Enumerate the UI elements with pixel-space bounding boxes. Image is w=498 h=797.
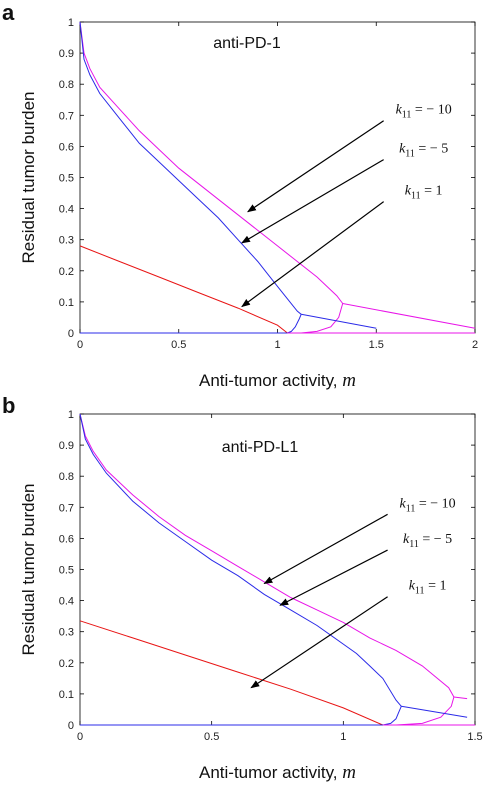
panel-a-annotation-sub: 11 [411,191,421,202]
panel-a-x-axis-title: Anti-tumor activity, m [199,370,356,391]
panel-b-x-axis-title: Anti-tumor activity, m [199,762,356,783]
panel-a-y-tick-label: 0.7 [59,110,74,122]
panel-b-series-line-3 [79,413,402,707]
panel-b-y-tick-label: 0.6 [59,533,74,545]
panel-a-x-axis-title-var: m [342,370,356,391]
panel-b-chart-title: anti-PD-L1 [222,439,299,456]
panel-b-series-line-2 [395,696,455,726]
panel-b-y-tick-label: 0 [68,720,74,732]
panel-a-x-axis-title-text: Anti-tumor activity, [199,371,342,390]
panel-b-x-axis-title-text: Anti-tumor activity, [199,763,342,782]
panel-b-x-tick-label: 0.5 [204,731,219,743]
panel-b-y-tick-label: 0.2 [59,658,74,670]
panel-a-y-tick-label: 0.3 [59,235,74,247]
panel-a-x-tick-label: 1.5 [369,339,384,351]
panel-a-y-tick-label: 0.5 [59,173,74,185]
panel-a-y-tick-label: 0.8 [59,79,74,91]
panel-a-annotation-label-0: k11 = − 10 [396,103,452,121]
panel-b-annotation-rest: = 1 [425,579,447,594]
panel-a-x-tick-label: 0 [77,339,83,351]
panel-b-annotation-var: k [400,496,407,511]
panel-a-series-line-6 [79,245,288,334]
panel-a-annotation-rest: = 1 [421,184,443,199]
panel-a-x-tick-label: 2 [472,339,478,351]
panel-b-x-tick-label: 1.5 [467,731,482,743]
panel-a-series-line-5 [287,314,302,334]
panel-b-y-tick-label: 1 [68,409,74,421]
panel-a-y-tick-label: 0.1 [59,297,74,309]
panel-a-annotation-var: k [396,103,403,118]
panel-b-x-tick-label: 1 [340,731,346,743]
panel-a-annotation-var: k [405,184,412,199]
panel-a-y-tick-label: 0.9 [59,48,74,60]
panel-b-annotation-rest: = − 5 [419,532,452,547]
panel-a-annotation-arrow-1 [241,159,384,244]
panel-a-chart-title: anti-PD-1 [213,35,281,52]
panel-a-y-tick-label: 1 [68,17,74,29]
panel-a-y-axis-title: Residual tumor burden [19,92,38,264]
panel-b-annotation-arrow-0 [263,513,388,585]
panel-b-annotation-label-0: k11 = − 10 [400,496,456,514]
panel-b-annotation-arrow-2 [250,596,388,689]
panel-a-series-line-1 [342,303,476,329]
panel-a-y-tick-label: 0.4 [59,204,74,216]
panel-b-annotation-rest: = − 10 [415,496,455,511]
panel-a-y-tick-label: 0.6 [59,141,74,153]
panel-a-y-tick-label: 0 [68,328,74,340]
panel-label-a: a [2,0,15,25]
panel-a-series-line-0 [79,21,344,304]
panel-b-y-tick-label: 0.1 [59,689,74,701]
panel-b-y-tick-label: 0.7 [59,502,74,514]
panel-b-y-tick-label: 0.8 [59,471,74,483]
panel-b-x-tick-label: 0 [77,731,83,743]
panel-a-annotation-label-2: k11 = 1 [405,184,443,202]
panel-a-annotation-var: k [399,142,406,157]
panel-b-series-line-4 [401,705,468,718]
panel-b-y-tick-label: 0.3 [59,627,74,639]
panel-a-annotation-label-1: k11 = − 5 [399,142,448,160]
panel-b-series-line-5 [382,706,402,726]
panel-b-x-axis-title-var: m [342,762,356,783]
panel-a-annotation-rest: = − 10 [411,103,451,118]
panel-b-plot-frame [79,413,476,726]
panel-b-series-line-0 [79,413,455,698]
panel-b-y-tick-label: 0.4 [59,596,74,608]
panel-b-series-line-6 [79,620,383,726]
panel-b-annotation-var: k [403,532,410,547]
panel-a-series-line-3 [79,21,302,315]
panel-a-annotation-arrow-2 [241,201,385,308]
panel-b-annotation-arrow-1 [279,549,388,606]
panel-b-annotation-label-1: k11 = − 5 [403,532,452,550]
panel-b-annotation-sub: 11 [406,503,416,514]
panel-a-x-tick-label: 1 [274,339,280,351]
panel-a-annotation-arrow-0 [247,120,384,213]
panel-b-y-tick-label: 0.5 [59,565,74,577]
panel-a-x-tick-label: 0.5 [171,339,186,351]
panel-b-y-tick-label: 0.9 [59,440,74,452]
panel-a-annotation-sub: 11 [405,149,415,160]
panel-b-series-line-1 [453,696,468,700]
panel-b-annotation-sub: 11 [409,539,419,550]
panel-a-annotation-rest: = − 5 [415,142,448,157]
panel-a-series-line-2 [301,303,344,334]
panel-b-annotation-label-2: k11 = 1 [409,579,447,597]
panel-b-annotation-var: k [409,579,416,594]
panel-b-annotation-sub: 11 [415,586,425,597]
panel-b-y-axis-title: Residual tumor burden [19,484,38,656]
panel-a-y-tick-label: 0.2 [59,266,74,278]
panel-label-b: b [2,393,16,418]
panel-a-series-line-4 [301,313,377,329]
panel-a-annotation-sub: 11 [402,110,412,121]
